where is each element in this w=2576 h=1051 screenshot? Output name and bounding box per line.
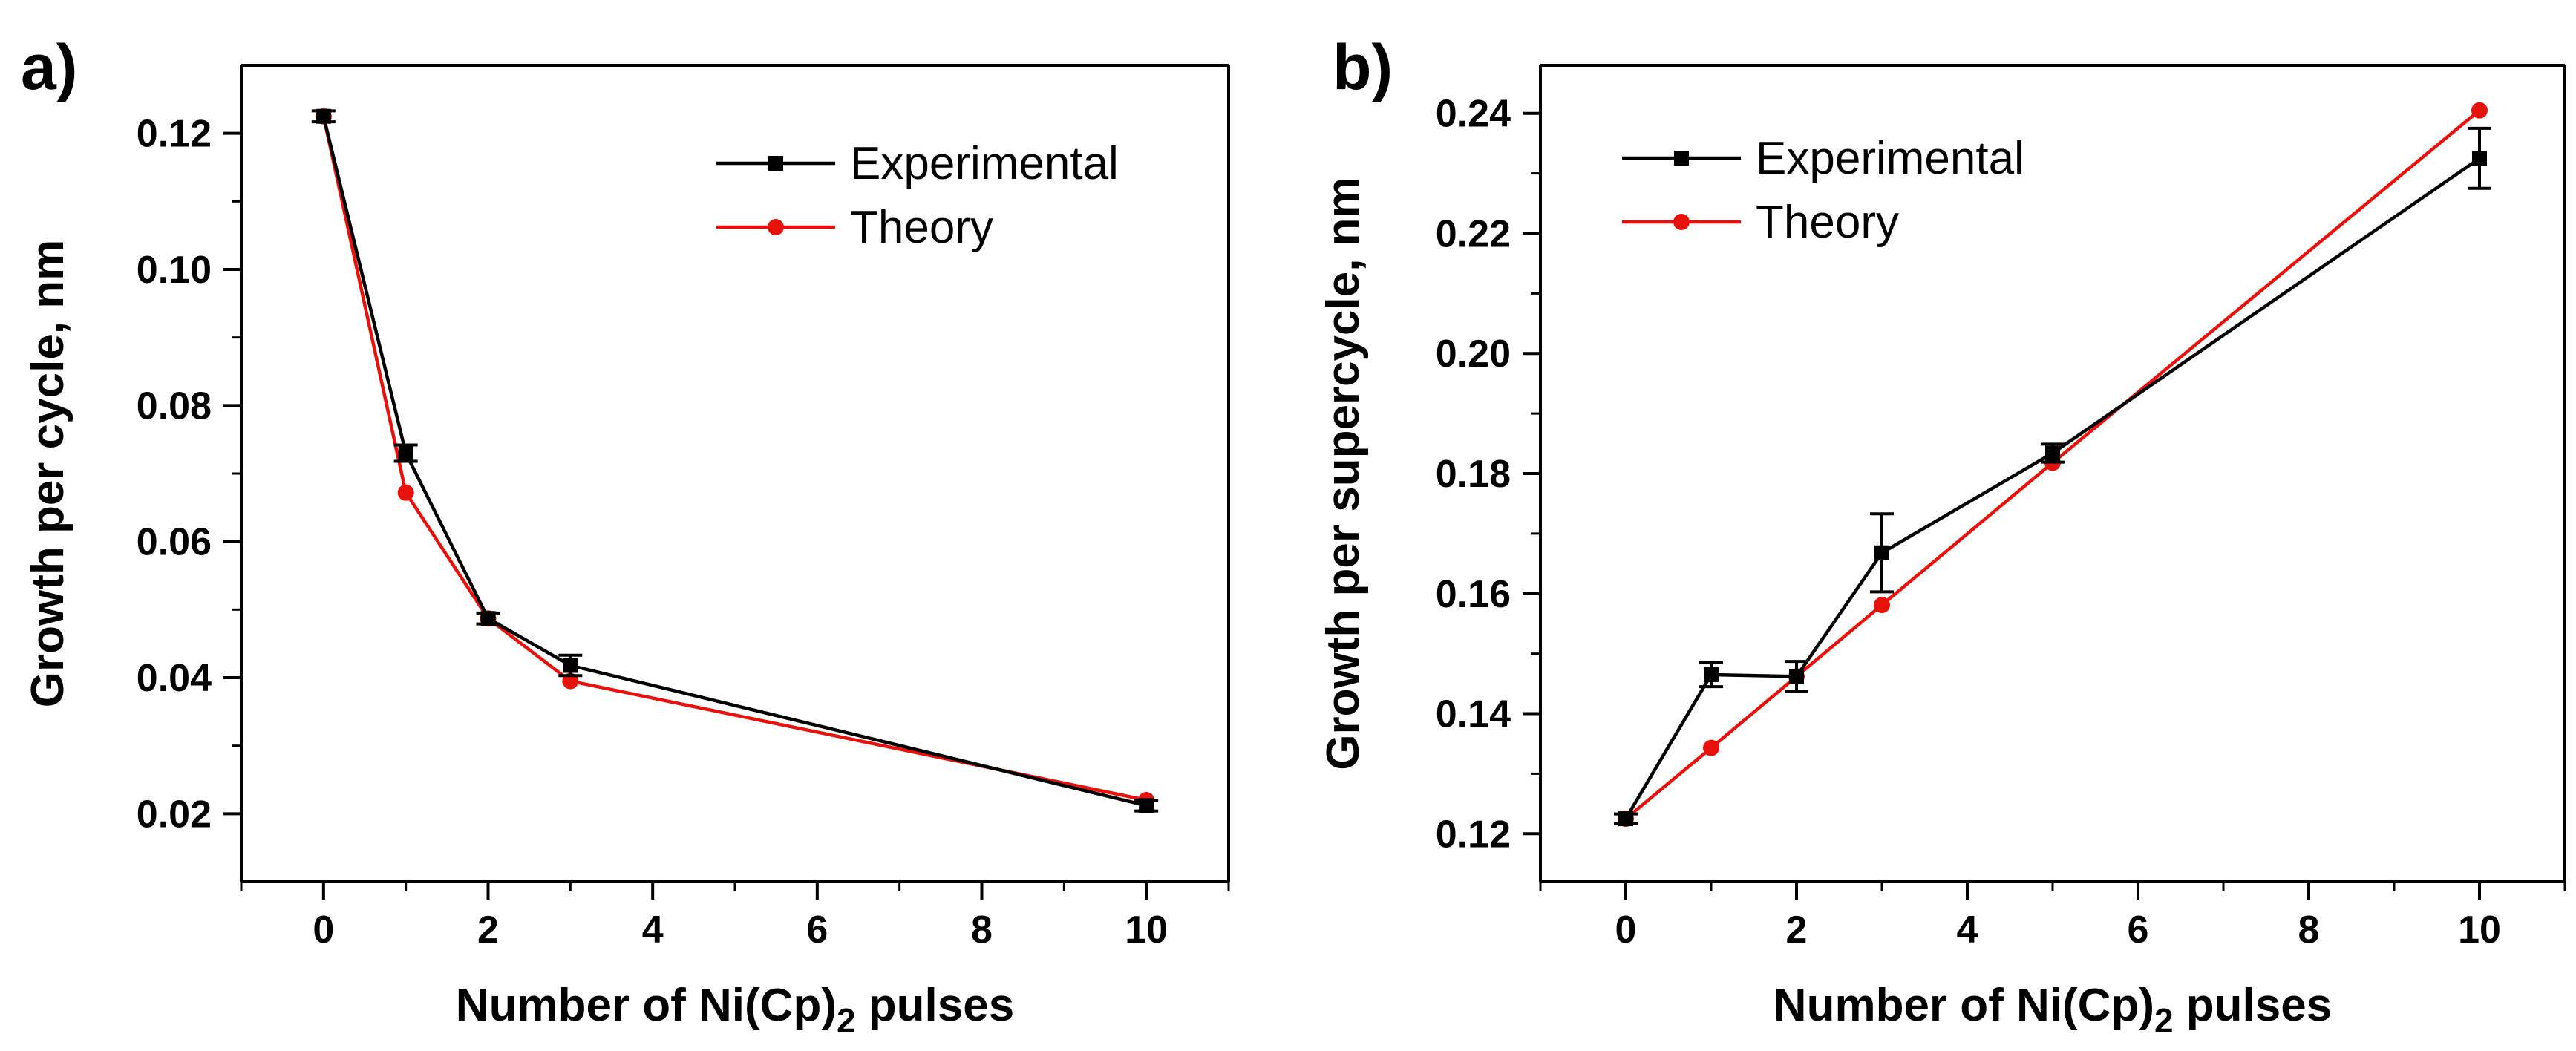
panel-a-legend: Experimental Theory bbox=[716, 138, 1119, 253]
panel-a-experimental-point bbox=[563, 658, 578, 673]
panel-b-experimental-point bbox=[2472, 151, 2487, 166]
panel-a-x-tick-label: 10 bbox=[1125, 908, 1168, 952]
panel-a-y-tick-label: 0.02 bbox=[137, 793, 212, 836]
panel-b-x-axis-label-suffix: pulses bbox=[2174, 980, 2333, 1031]
panel-b-x-axis-label: Number of Ni(Cp)2 pulses bbox=[1774, 980, 2332, 1040]
panel-b-legend: Experimental Theory bbox=[1622, 133, 2024, 248]
panel-a-experimental-point bbox=[480, 611, 496, 626]
panel-b-x-axis-label-main: Number of Ni(Cp) bbox=[1774, 980, 2154, 1031]
panel-a-x-axis-label-suffix: pulses bbox=[856, 980, 1015, 1031]
panel-b-x-tick-label: 4 bbox=[1957, 908, 1978, 952]
panel-b-experimental-line bbox=[1624, 157, 2481, 820]
panel-b-experimental-point bbox=[1618, 811, 1633, 827]
panel-a-experimental-point bbox=[316, 108, 331, 124]
panel-b-legend-experimental-marker bbox=[1674, 151, 1689, 166]
panel-b-label: b) bbox=[1333, 32, 1393, 103]
panel-b-x-tick-label: 10 bbox=[2458, 908, 2501, 952]
panel-b-experimental-point bbox=[1789, 669, 1804, 684]
panel-a-legend-experimental-marker bbox=[768, 156, 783, 171]
panel-a-x-tick-label: 4 bbox=[642, 908, 664, 952]
panel-a-experimental-line bbox=[321, 116, 1147, 808]
panel-a-x-tick-label: 2 bbox=[477, 908, 499, 952]
panel-b-theory-point bbox=[1703, 739, 1719, 756]
panel-a-experimental-point bbox=[1139, 798, 1154, 813]
panel-a-y-tick-label: 0.12 bbox=[137, 113, 212, 156]
panel-b-experimental-point bbox=[1874, 545, 1889, 560]
panel-b-chart: b) 0 2 4 6 8 10 0.12 0.14 0.16 0.18 0.20 0.22 0.24 Num… bbox=[1318, 32, 2566, 1040]
panel-b-x-axis-label-subscript: 2 bbox=[2154, 1001, 2174, 1040]
panel-a-x-axis-label-main: Number of Ni(Cp) bbox=[456, 980, 837, 1031]
panel-a-x-axis-label: Number of Ni(Cp)2 pulses bbox=[456, 980, 1014, 1040]
panel-a-x-tick-label: 0 bbox=[313, 908, 334, 952]
panel-b-y-axis-label: Growth per supercycle, nm bbox=[1318, 177, 1369, 770]
panel-b-theory-point bbox=[1874, 597, 1890, 614]
panel-a-x-axis-label-subscript: 2 bbox=[837, 1001, 856, 1040]
panel-b-legend-theory-marker bbox=[1673, 214, 1690, 230]
panel-a-experimental-point bbox=[398, 445, 413, 461]
panel-b-y-tick-label: 0.14 bbox=[1436, 693, 1511, 736]
panel-a-x-tick-label: 6 bbox=[806, 908, 828, 952]
panel-b-y-tick-label: 0.18 bbox=[1436, 453, 1511, 496]
panel-b-legend-theory-label: Theory bbox=[1756, 197, 1899, 248]
panel-b-x-tick-label: 8 bbox=[2298, 908, 2320, 952]
panel-a-x-tick-label: 8 bbox=[971, 908, 993, 952]
panel-b-theory-point bbox=[2471, 102, 2488, 119]
panel-a-theory-line bbox=[321, 116, 1147, 802]
panel-a-y-tick-label: 0.04 bbox=[137, 657, 212, 700]
panel-b-experimental-point bbox=[1704, 667, 1719, 682]
panel-b-y-tick-label: 0.24 bbox=[1436, 93, 1511, 136]
panel-a-label: a) bbox=[21, 32, 77, 103]
panel-b-legend-experimental-label: Experimental bbox=[1756, 133, 2024, 184]
panel-a-y-tick-label: 0.10 bbox=[137, 249, 212, 292]
panel-a-legend-experimental-label: Experimental bbox=[850, 138, 1119, 189]
panel-b-x-tick-label: 6 bbox=[2128, 908, 2149, 952]
panel-a-theory-point bbox=[397, 484, 414, 501]
panel-b-y-tick-label: 0.12 bbox=[1436, 813, 1511, 856]
panel-a-legend-theory-label: Theory bbox=[850, 202, 993, 253]
panel-a-chart: a) 0 2 4 6 8 10 0.02 0.04 0.06 0.08 0.10 0.12 Number … bbox=[21, 32, 1230, 1040]
panel-a-y-axis-label: Growth per cycle, nm bbox=[22, 240, 73, 708]
panel-b-y-tick-label: 0.20 bbox=[1436, 333, 1511, 376]
panel-b-x-tick-label: 2 bbox=[1786, 908, 1808, 952]
panel-a-y-tick-label: 0.08 bbox=[137, 384, 212, 428]
panel-b-experimental-point bbox=[2045, 445, 2060, 461]
panel-a-y-tick-label: 0.06 bbox=[137, 521, 212, 564]
panel-a-legend-theory-marker bbox=[768, 219, 784, 235]
panel-b-y-tick-label: 0.22 bbox=[1436, 212, 1511, 255]
panel-b-y-tick-label: 0.16 bbox=[1436, 573, 1511, 616]
panel-b-x-tick-label: 0 bbox=[1615, 908, 1637, 952]
